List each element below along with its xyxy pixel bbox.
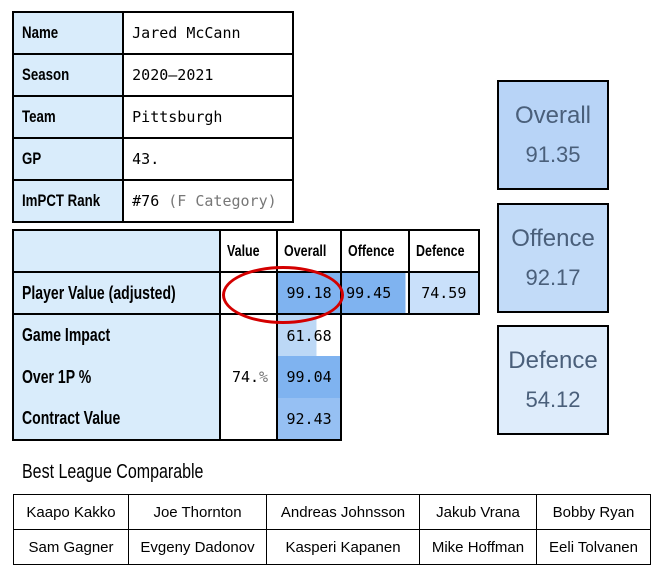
over-1p-overall: 99.04 [276, 356, 343, 398]
header-defence: Defence [407, 229, 480, 273]
info-label: ImPCT Rank [11, 179, 125, 223]
player-value-label: Player Value (adjusted) [11, 272, 221, 315]
score-value: 92.17 [525, 265, 581, 290]
info-row-team: Team Pittsburgh [11, 95, 295, 139]
value-cell [219, 398, 278, 441]
info-row-rank: ImPCT Rank #76 (F Category) [11, 179, 295, 223]
info-value: 2020–2021 [122, 53, 295, 97]
info-row-season: Season 2020–2021 [11, 53, 295, 97]
header-offence: Offence [340, 229, 409, 273]
over-1p-row: Over 1P % 74.% 99.04 [11, 356, 479, 398]
info-label: Name [11, 11, 125, 55]
annotation-circle [222, 266, 344, 324]
info-label: Season [11, 53, 125, 97]
player-value-defence: 74.59 [407, 272, 480, 315]
score-value: 54.12 [525, 387, 581, 412]
overall-score-box: Overall 91.35 [497, 80, 609, 190]
contract-value-overall: 92.43 [276, 398, 343, 441]
game-impact-row: Game Impact 61.68 [11, 314, 479, 356]
player-info-table: Name Jared McCann Season 2020–2021 Team … [11, 11, 295, 223]
player-value-offence: 99.45 [340, 272, 409, 315]
comparables-table: Kaapo Kakko Joe Thornton Andreas Johnsso… [13, 494, 651, 565]
comparable-player: Mike Hoffman [419, 529, 537, 565]
info-row-name: Name Jared McCann [11, 11, 295, 55]
value-table-header: Value Overall Offence Defence [11, 229, 480, 273]
info-value: Pittsburgh [122, 95, 295, 139]
score-value: 91.35 [525, 142, 581, 167]
header-blank [11, 229, 222, 273]
header-value: Value [219, 229, 278, 273]
comparable-player: Bobby Ryan [536, 494, 651, 530]
comparables-title: Best League Comparable [22, 461, 204, 483]
score-title: Defence [508, 347, 598, 374]
info-label: GP [11, 137, 125, 181]
score-title: Overall [514, 102, 592, 129]
defence-score-box: Defence 54.12 [497, 325, 609, 435]
over-1p-value: 74.% [219, 356, 278, 398]
info-value: Jared McCann [122, 11, 295, 55]
info-value: 43. [122, 137, 295, 181]
value-table: Value Overall Offence Defence Player Val… [11, 229, 480, 441]
comparable-player: Kasperi Kapanen [266, 529, 420, 565]
comparable-player: Eeli Tolvanen [536, 529, 651, 565]
game-impact-label: Game Impact [11, 314, 221, 356]
comparable-player: Sam Gagner [13, 529, 129, 565]
info-row-gp: GP 43. [11, 137, 295, 181]
comparables-row: Kaapo Kakko Joe Thornton Andreas Johnsso… [13, 494, 651, 530]
contract-value-label: Contract Value [11, 398, 221, 441]
comparable-player: Joe Thornton [128, 494, 267, 530]
comparable-player: Jakub Vrana [419, 494, 537, 530]
info-label: Team [11, 95, 125, 139]
offence-score-box: Offence 92.17 [497, 203, 609, 313]
comparable-player: Evgeny Dadonov [128, 529, 267, 565]
comparable-player: Andreas Johnsson [266, 494, 420, 530]
score-title: Offence [511, 225, 595, 252]
over-1p-label: Over 1P % [11, 356, 221, 398]
comparable-player: Kaapo Kakko [13, 494, 129, 530]
info-value: #76 (F Category) [122, 179, 295, 223]
comparables-row: Sam Gagner Evgeny Dadonov Kasperi Kapane… [13, 529, 651, 565]
contract-value-row: Contract Value 92.43 [11, 398, 479, 441]
